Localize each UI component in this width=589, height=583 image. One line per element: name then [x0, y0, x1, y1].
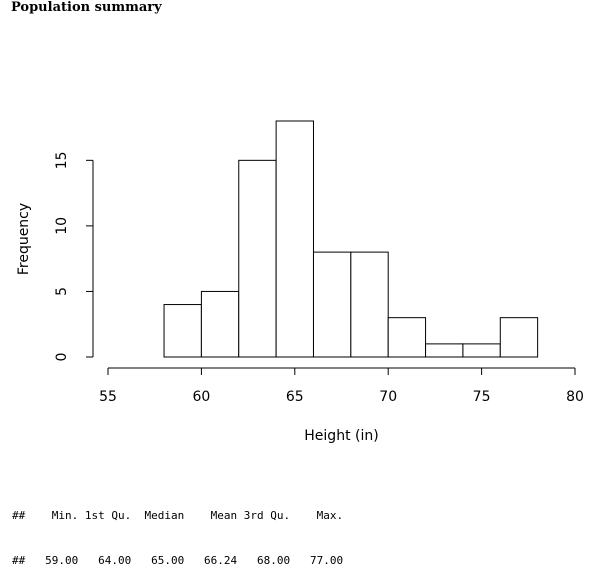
- histogram-bar: [499, 317, 539, 358]
- y-tick-label: 0: [54, 353, 70, 362]
- histogram-bar: [387, 317, 427, 358]
- y-tick-label: 5: [54, 287, 70, 296]
- histogram-bar: [238, 159, 277, 358]
- histogram-bar: [425, 343, 464, 358]
- y-tick-label: 15: [54, 151, 70, 169]
- histogram-bar: [312, 251, 352, 358]
- y-axis-label: Frequency: [16, 203, 32, 275]
- x-tick-label: 75: [473, 389, 491, 405]
- x-tick-label: 65: [286, 389, 304, 405]
- histogram-chart: 55 60 65 70 75 80 0 5 10 15 Height (in) Frequenc…: [16, 120, 584, 444]
- summary-values: 59.00 64.00 65.00 66.24 68.00 77.00: [25, 554, 350, 567]
- histogram-bar: [462, 343, 501, 358]
- y-axis: 0 5 10 15: [54, 151, 94, 362]
- x-tick-label: 60: [192, 389, 210, 405]
- histogram-bar: [275, 120, 314, 358]
- summary-header: Min. 1st Qu. Median Mean 3rd Qu. Max.: [25, 509, 350, 522]
- summary-values-row: ## 59.00 64.00 65.00 66.24 68.00 77.00: [12, 553, 350, 568]
- y-tick-label: 10: [54, 217, 70, 235]
- x-axis: 55 60 65 70 75 80: [99, 367, 584, 405]
- histogram-bar: [350, 251, 389, 358]
- x-tick-label: 70: [379, 389, 397, 405]
- histogram-bars: [163, 120, 539, 358]
- x-axis-label: Height (in): [304, 428, 378, 444]
- x-tick-label: 80: [566, 389, 584, 405]
- histogram-bar: [200, 290, 240, 358]
- summary-output: ## Min. 1st Qu. Median Mean 3rd Qu. Max.…: [12, 478, 350, 583]
- section-heading: Population summary: [11, 0, 162, 15]
- x-tick-label: 55: [99, 389, 117, 405]
- histogram-bar: [163, 304, 202, 358]
- console-prefix: ##: [12, 554, 26, 567]
- summary-header-row: ## Min. 1st Qu. Median Mean 3rd Qu. Max.: [12, 508, 350, 523]
- console-prefix: ##: [12, 509, 26, 522]
